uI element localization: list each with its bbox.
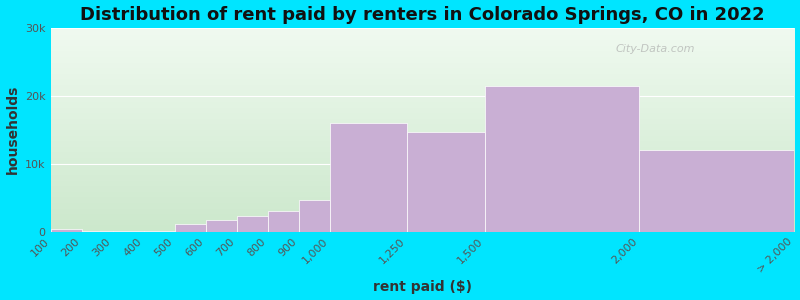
Bar xyxy=(206,220,237,232)
Bar xyxy=(639,150,794,232)
Bar xyxy=(298,200,330,232)
Text: City-Data.com: City-Data.com xyxy=(616,44,695,54)
Bar xyxy=(113,231,143,232)
Bar xyxy=(143,231,174,232)
Y-axis label: households: households xyxy=(6,85,19,174)
Bar xyxy=(485,85,639,232)
X-axis label: rent paid ($): rent paid ($) xyxy=(373,280,472,294)
Bar xyxy=(82,231,113,232)
Bar xyxy=(50,229,82,232)
Title: Distribution of rent paid by renters in Colorado Springs, CO in 2022: Distribution of rent paid by renters in … xyxy=(80,6,765,24)
Bar xyxy=(407,132,485,232)
Bar xyxy=(237,216,267,232)
Bar xyxy=(330,123,407,232)
Bar xyxy=(267,211,298,232)
Bar xyxy=(174,224,206,232)
